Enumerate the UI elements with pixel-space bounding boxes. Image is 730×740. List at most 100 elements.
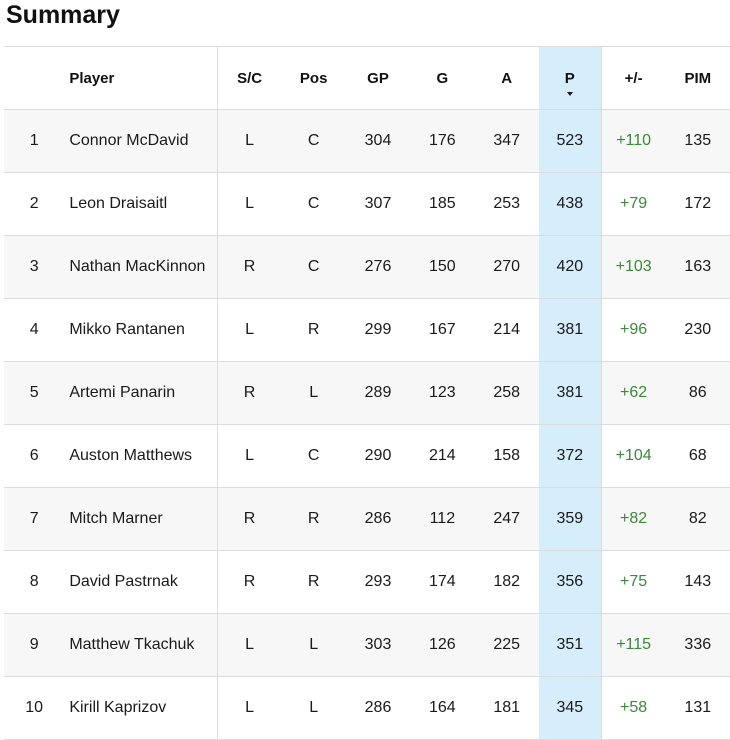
column-header-pim[interactable]: PIM (665, 46, 730, 110)
column-header-a[interactable]: A (474, 46, 539, 110)
cell-pim: 68 (665, 424, 730, 488)
cell-g: 164 (410, 676, 475, 740)
cell-player: Mikko Rantanen (64, 298, 218, 362)
cell-p: 345 (538, 676, 602, 740)
cell-pm: +103 (600, 235, 666, 299)
cell-sc: L (217, 613, 282, 677)
cell-a: 258 (474, 361, 539, 425)
sort-descending-icon (566, 92, 573, 96)
column-header-player[interactable]: Player (64, 46, 218, 110)
cell-sc: L (217, 172, 282, 236)
cell-p: 359 (538, 487, 602, 551)
cell-rank: 5 (4, 361, 65, 425)
cell-g: 167 (410, 298, 475, 362)
cell-player: Mitch Marner (64, 487, 218, 551)
cell-pos: L (281, 613, 346, 677)
cell-p: 381 (538, 298, 602, 362)
cell-a: 270 (474, 235, 539, 299)
cell-a: 214 (474, 298, 539, 362)
column-header-sc[interactable]: S/C (217, 46, 282, 110)
table-row[interactable]: 2 Leon Draisaitl L C 307 185 253 438 +79 172 (4, 172, 730, 236)
cell-gp: 276 (345, 235, 411, 299)
cell-player: Matthew Tkachuk (64, 613, 218, 677)
cell-gp: 289 (345, 361, 411, 425)
column-header-p[interactable]: P (538, 46, 602, 110)
column-header-rank (4, 46, 65, 110)
cell-sc: L (217, 298, 282, 362)
cell-gp: 304 (345, 109, 411, 173)
cell-pos: L (281, 361, 346, 425)
cell-g: 174 (410, 550, 475, 614)
cell-gp: 303 (345, 613, 411, 677)
table-row[interactable]: 10 Kirill Kaprizov L L 286 164 181 345 +58 131 (4, 676, 730, 740)
table-row[interactable]: 4 Mikko Rantanen L R 299 167 214 381 +96 230 (4, 298, 730, 362)
page-title: Summary (6, 1, 120, 29)
cell-p: 381 (538, 361, 602, 425)
cell-a: 253 (474, 172, 539, 236)
cell-sc: L (217, 109, 282, 173)
cell-p: 372 (538, 424, 602, 488)
cell-rank: 9 (4, 613, 65, 677)
cell-player: David Pastrnak (64, 550, 218, 614)
cell-pim: 82 (665, 487, 730, 551)
cell-sc: R (217, 550, 282, 614)
cell-rank: 4 (4, 298, 65, 362)
column-header-g[interactable]: G (410, 46, 475, 110)
cell-a: 247 (474, 487, 539, 551)
table-row[interactable]: 6 Auston Matthews L C 290 214 158 372 +104 68 (4, 424, 730, 488)
cell-pim: 172 (665, 172, 730, 236)
cell-g: 214 (410, 424, 475, 488)
cell-gp: 293 (345, 550, 411, 614)
cell-gp: 286 (345, 487, 411, 551)
cell-player: Leon Draisaitl (64, 172, 218, 236)
cell-sc: L (217, 676, 282, 740)
cell-p: 420 (538, 235, 602, 299)
cell-p: 351 (538, 613, 602, 677)
column-header-p-label: P (564, 69, 575, 87)
cell-pim: 163 (665, 235, 730, 299)
cell-pm: +58 (600, 676, 666, 740)
cell-a: 347 (474, 109, 539, 173)
table-row[interactable]: 8 David Pastrnak R R 293 174 182 356 +75 143 (4, 550, 730, 614)
table-row[interactable]: 1 Connor McDavid L C 304 176 347 523 +110 135 (4, 109, 730, 173)
cell-sc: L (217, 424, 282, 488)
cell-sc: R (217, 361, 282, 425)
cell-g: 185 (410, 172, 475, 236)
cell-g: 176 (410, 109, 475, 173)
cell-p: 356 (538, 550, 602, 614)
cell-pos: L (281, 676, 346, 740)
cell-pos: R (281, 487, 346, 551)
cell-pm: +62 (600, 361, 666, 425)
table-row[interactable]: 9 Matthew Tkachuk L L 303 126 225 351 +115 336 (4, 613, 730, 677)
column-header-pos[interactable]: Pos (281, 46, 346, 110)
column-header-gp[interactable]: GP (345, 46, 411, 110)
cell-pm: +104 (600, 424, 666, 488)
table-row[interactable]: 3 Nathan MacKinnon R C 276 150 270 420 +103 163 (4, 235, 730, 299)
table-row[interactable]: 5 Artemi Panarin R L 289 123 258 381 +62 86 (4, 361, 730, 425)
table-header-row: Player S/C Pos GP G A P +/- PIM (4, 46, 730, 110)
column-header-plus-minus[interactable]: +/- (600, 46, 666, 110)
cell-pm: +96 (600, 298, 666, 362)
cell-pm: +115 (600, 613, 666, 677)
cell-pm: +75 (600, 550, 666, 614)
cell-pim: 131 (665, 676, 730, 740)
cell-a: 158 (474, 424, 539, 488)
cell-pos: C (281, 172, 346, 236)
cell-rank: 1 (4, 109, 65, 173)
cell-pim: 143 (665, 550, 730, 614)
table-row[interactable]: 7 Mitch Marner R R 286 112 247 359 +82 82 (4, 487, 730, 551)
cell-rank: 8 (4, 550, 65, 614)
cell-player: Nathan MacKinnon (64, 235, 218, 299)
cell-rank: 3 (4, 235, 65, 299)
cell-pim: 336 (665, 613, 730, 677)
cell-pim: 230 (665, 298, 730, 362)
cell-rank: 2 (4, 172, 65, 236)
cell-pm: +110 (600, 109, 666, 173)
cell-gp: 290 (345, 424, 411, 488)
cell-p: 438 (538, 172, 602, 236)
cell-pos: R (281, 550, 346, 614)
cell-g: 150 (410, 235, 475, 299)
cell-gp: 307 (345, 172, 411, 236)
stats-table: Player S/C Pos GP G A P +/- PIM 1 Connor … (4, 46, 730, 740)
cell-gp: 299 (345, 298, 411, 362)
